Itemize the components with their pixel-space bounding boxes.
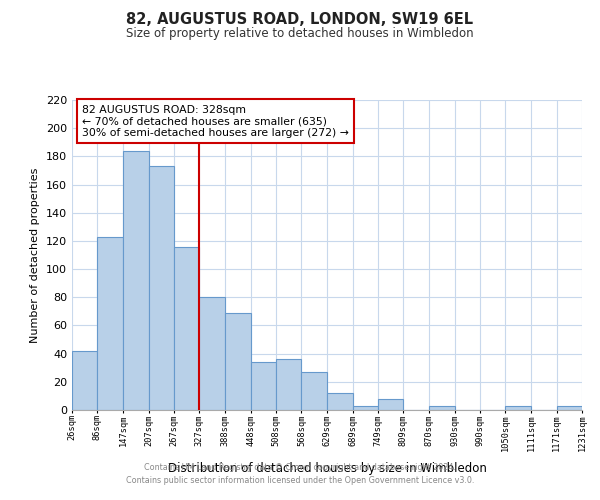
X-axis label: Distribution of detached houses by size in Wimbledon: Distribution of detached houses by size … xyxy=(167,462,487,475)
Bar xyxy=(301,372,327,410)
Bar xyxy=(199,298,225,410)
Bar xyxy=(353,406,378,410)
Bar xyxy=(276,360,301,410)
Bar xyxy=(327,393,353,410)
Bar xyxy=(97,236,123,410)
Bar xyxy=(505,406,531,410)
Text: Contains HM Land Registry data © Crown copyright and database right 2024.: Contains HM Land Registry data © Crown c… xyxy=(144,464,456,472)
Text: 82, AUGUSTUS ROAD, LONDON, SW19 6EL: 82, AUGUSTUS ROAD, LONDON, SW19 6EL xyxy=(127,12,473,28)
Text: Contains public sector information licensed under the Open Government Licence v3: Contains public sector information licen… xyxy=(126,476,474,485)
Y-axis label: Number of detached properties: Number of detached properties xyxy=(31,168,40,342)
Bar xyxy=(123,150,149,410)
Bar xyxy=(225,313,251,410)
Bar xyxy=(174,246,199,410)
Bar xyxy=(429,406,455,410)
Bar xyxy=(72,351,97,410)
Bar xyxy=(149,166,174,410)
Bar xyxy=(251,362,276,410)
Text: Size of property relative to detached houses in Wimbledon: Size of property relative to detached ho… xyxy=(126,28,474,40)
Bar xyxy=(557,406,582,410)
Text: 82 AUGUSTUS ROAD: 328sqm
← 70% of detached houses are smaller (635)
30% of semi-: 82 AUGUSTUS ROAD: 328sqm ← 70% of detach… xyxy=(82,104,349,138)
Bar xyxy=(378,398,403,410)
